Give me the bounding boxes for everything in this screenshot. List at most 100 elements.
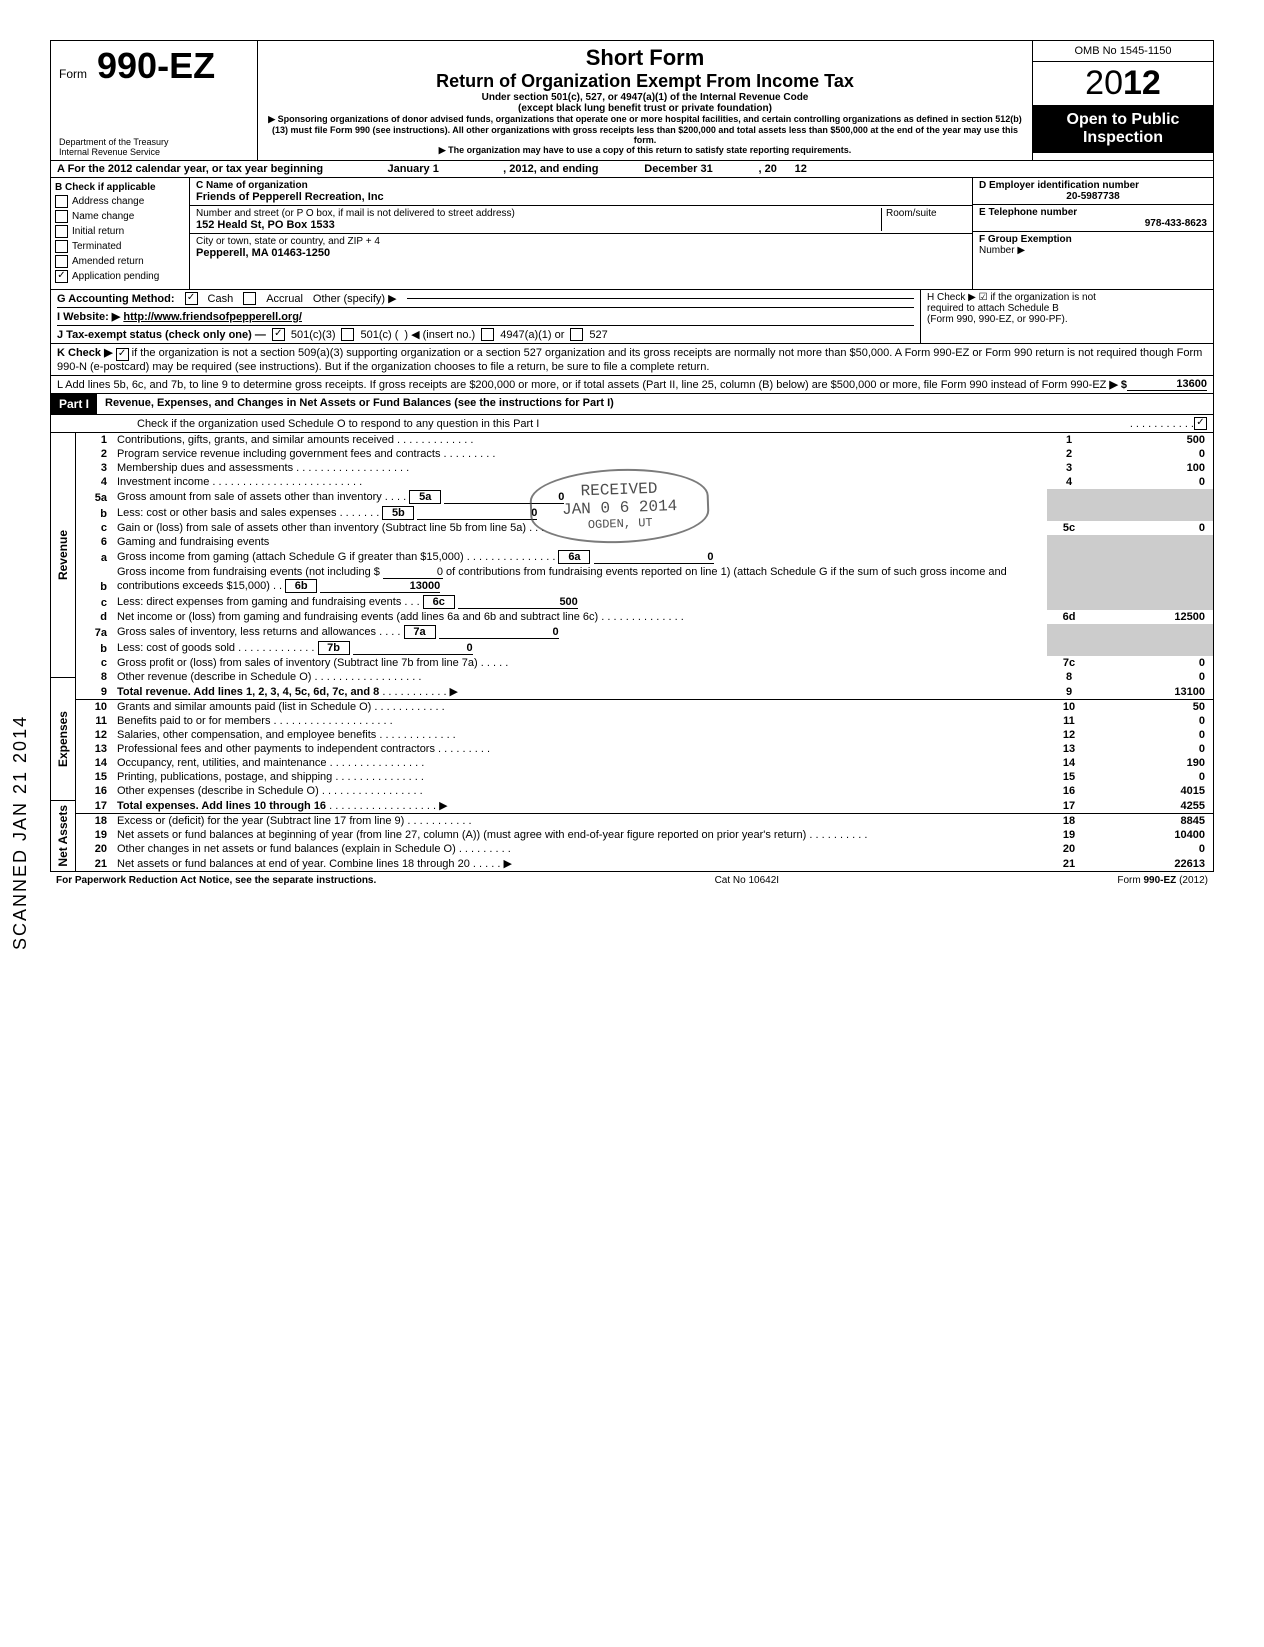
omb-number: OMB No 1545-1150 bbox=[1033, 41, 1213, 62]
org-name: Friends of Pepperell Recreation, Inc bbox=[196, 191, 966, 203]
line-18: 18Excess or (deficit) for the year (Subt… bbox=[75, 814, 1213, 829]
c-name-label: C Name of organization bbox=[196, 180, 966, 191]
h-line2: required to attach Schedule B bbox=[927, 303, 1207, 314]
chk-address[interactable] bbox=[55, 195, 68, 208]
g-other: Other (specify) ▶ bbox=[313, 292, 397, 305]
line-2: 2Program service revenue including gover… bbox=[75, 447, 1213, 461]
row-l: L Add lines 5b, 6c, and 7b, to line 9 to… bbox=[51, 376, 1213, 394]
line-17: 17Total expenses. Add lines 10 through 1… bbox=[75, 798, 1213, 814]
form-number-box: Form 990-EZ Department of the Treasury I… bbox=[51, 41, 258, 160]
chk-accrual[interactable] bbox=[243, 292, 256, 305]
h-side: H Check ▶ ☑ if the organization is not r… bbox=[920, 290, 1213, 343]
row-a-begin: January 1 bbox=[323, 163, 503, 175]
line-14: 14Occupancy, rent, utilities, and mainte… bbox=[75, 756, 1213, 770]
i-label: I Website: ▶ bbox=[57, 311, 120, 323]
chk-4947[interactable] bbox=[481, 328, 494, 341]
line-6a: aGross income from gaming (attach Schedu… bbox=[75, 549, 1213, 565]
f-label2: Number ▶ bbox=[979, 245, 1025, 256]
line-6b: bGross income from fundraising events (n… bbox=[75, 565, 1213, 594]
chk-527[interactable] bbox=[570, 328, 583, 341]
org-city: Pepperell, MA 01463-1250 bbox=[196, 247, 966, 259]
b-item-3: Terminated bbox=[72, 241, 121, 252]
line-8: 8Other revenue (describe in Schedule O) … bbox=[75, 670, 1213, 684]
chk-cash[interactable]: ✓ bbox=[185, 292, 198, 305]
footer-right: Form 990-EZ (2012) bbox=[1117, 875, 1208, 886]
g-accrual: Accrual bbox=[266, 293, 303, 305]
line-13: 13Professional fees and other payments t… bbox=[75, 742, 1213, 756]
row-gh: G Accounting Method: ✓Cash Accrual Other… bbox=[51, 290, 1213, 344]
h-line1: H Check ▶ ☑ if the organization is not bbox=[927, 292, 1207, 303]
row-a-suffix: , 20 bbox=[759, 163, 777, 175]
j-insert: ) ◀ (insert no.) bbox=[404, 328, 475, 341]
title-state: ▶ The organization may have to use a cop… bbox=[264, 145, 1026, 156]
j-c: 501(c) ( bbox=[360, 329, 398, 341]
l-text: L Add lines 5b, 6c, and 7b, to line 9 to… bbox=[57, 379, 1109, 391]
line-12: 12Salaries, other compensation, and empl… bbox=[75, 728, 1213, 742]
header-row: Form 990-EZ Department of the Treasury I… bbox=[51, 41, 1213, 161]
f-label: F Group Exemption bbox=[979, 234, 1072, 245]
d-label: D Employer identification number bbox=[979, 180, 1207, 191]
side-expenses: Expenses bbox=[54, 707, 72, 771]
line-7b: bLess: cost of goods sold . . . . . . . … bbox=[75, 640, 1213, 656]
part1-check-row: Check if the organization used Schedule … bbox=[51, 415, 1213, 433]
form-prefix: Form bbox=[59, 67, 87, 81]
line-6c: cLess: direct expenses from gaming and f… bbox=[75, 594, 1213, 610]
part1-check-text: Check if the organization used Schedule … bbox=[57, 418, 1130, 430]
chk-initial[interactable] bbox=[55, 225, 68, 238]
chk-amended[interactable] bbox=[55, 255, 68, 268]
ein: 20-5987738 bbox=[979, 191, 1207, 202]
footer-left: For Paperwork Reduction Act Notice, see … bbox=[56, 875, 376, 886]
chk-k[interactable]: ✓ bbox=[116, 348, 129, 361]
line-7c: cGross profit or (loss) from sales of in… bbox=[75, 656, 1213, 670]
chk-501c[interactable] bbox=[341, 328, 354, 341]
phone: 978-433-8623 bbox=[979, 218, 1207, 229]
scanned-stamp: SCANNED JAN 21 2014 bbox=[10, 715, 31, 950]
side-netassets: Net Assets bbox=[54, 801, 72, 871]
line-10: 10Grants and similar amounts paid (list … bbox=[75, 700, 1213, 715]
c-city-label: City or town, state or country, and ZIP … bbox=[196, 236, 966, 247]
title-box: Short Form Return of Organization Exempt… bbox=[258, 41, 1032, 160]
j-label: J Tax-exempt status (check only one) — bbox=[57, 329, 266, 341]
open-public-1: Open to Public bbox=[1037, 111, 1209, 129]
b-item-1: Name change bbox=[72, 211, 134, 222]
form-990ez: Form 990-EZ Department of the Treasury I… bbox=[50, 40, 1214, 872]
g-cash: Cash bbox=[208, 293, 234, 305]
j-a1: 4947(a)(1) or bbox=[500, 329, 564, 341]
chk-pending[interactable]: ✓ bbox=[55, 270, 68, 283]
line-6d: dNet income or (loss) from gaming and fu… bbox=[75, 610, 1213, 624]
k-label: K Check ▶ bbox=[57, 347, 113, 359]
footer: For Paperwork Reduction Act Notice, see … bbox=[50, 872, 1214, 889]
chk-part1-schedo[interactable]: ✓ bbox=[1194, 417, 1207, 430]
side-revenue: Revenue bbox=[54, 526, 72, 584]
l-arrow: ▶ $ bbox=[1109, 378, 1127, 391]
chk-terminated[interactable] bbox=[55, 240, 68, 253]
part1-title: Revenue, Expenses, and Changes in Net As… bbox=[97, 394, 1213, 414]
open-public-2: Inspection bbox=[1037, 129, 1209, 147]
b-item-4: Amended return bbox=[72, 256, 144, 267]
footer-mid: Cat No 10642I bbox=[715, 875, 780, 886]
title-sponsor: ▶ Sponsoring organizations of donor advi… bbox=[264, 114, 1026, 145]
b-item-5: Application pending bbox=[72, 271, 159, 282]
section-bcdef: B Check if applicable Address change Nam… bbox=[51, 178, 1213, 290]
website: http://www.friendsofpepperell.org/ bbox=[123, 311, 302, 323]
chk-501c3[interactable]: ✓ bbox=[272, 328, 285, 341]
row-a-mid: , 2012, and ending bbox=[503, 163, 598, 175]
room-label: Room/suite bbox=[886, 208, 966, 219]
line-20: 20Other changes in net assets or fund ba… bbox=[75, 842, 1213, 856]
part1-header-row: Part I Revenue, Expenses, and Changes in… bbox=[51, 394, 1213, 415]
right-header-box: OMB No 1545-1150 2012 Open to Public Ins… bbox=[1032, 41, 1213, 160]
part1-label: Part I bbox=[51, 394, 97, 414]
col-c: C Name of organization Friends of Pepper… bbox=[190, 178, 972, 289]
line-16: 16Other expenses (describe in Schedule O… bbox=[75, 784, 1213, 798]
h-line3: (Form 990, 990-EZ, or 990-PF). bbox=[927, 314, 1207, 325]
line-15: 15Printing, publications, postage, and s… bbox=[75, 770, 1213, 784]
form-number: 990-EZ bbox=[97, 45, 215, 86]
row-a-yy: 12 bbox=[777, 163, 807, 175]
line-21: 21Net assets or fund balances at end of … bbox=[75, 856, 1213, 871]
chk-name[interactable] bbox=[55, 210, 68, 223]
row-a-end: December 31 bbox=[599, 163, 759, 175]
line-9: 9Total revenue. Add lines 1, 2, 3, 4, 5c… bbox=[75, 684, 1213, 700]
title-main: Return of Organization Exempt From Incom… bbox=[264, 71, 1026, 92]
line-11: 11Benefits paid to or for members . . . … bbox=[75, 714, 1213, 728]
j-c3: 501(c)(3) bbox=[291, 329, 336, 341]
